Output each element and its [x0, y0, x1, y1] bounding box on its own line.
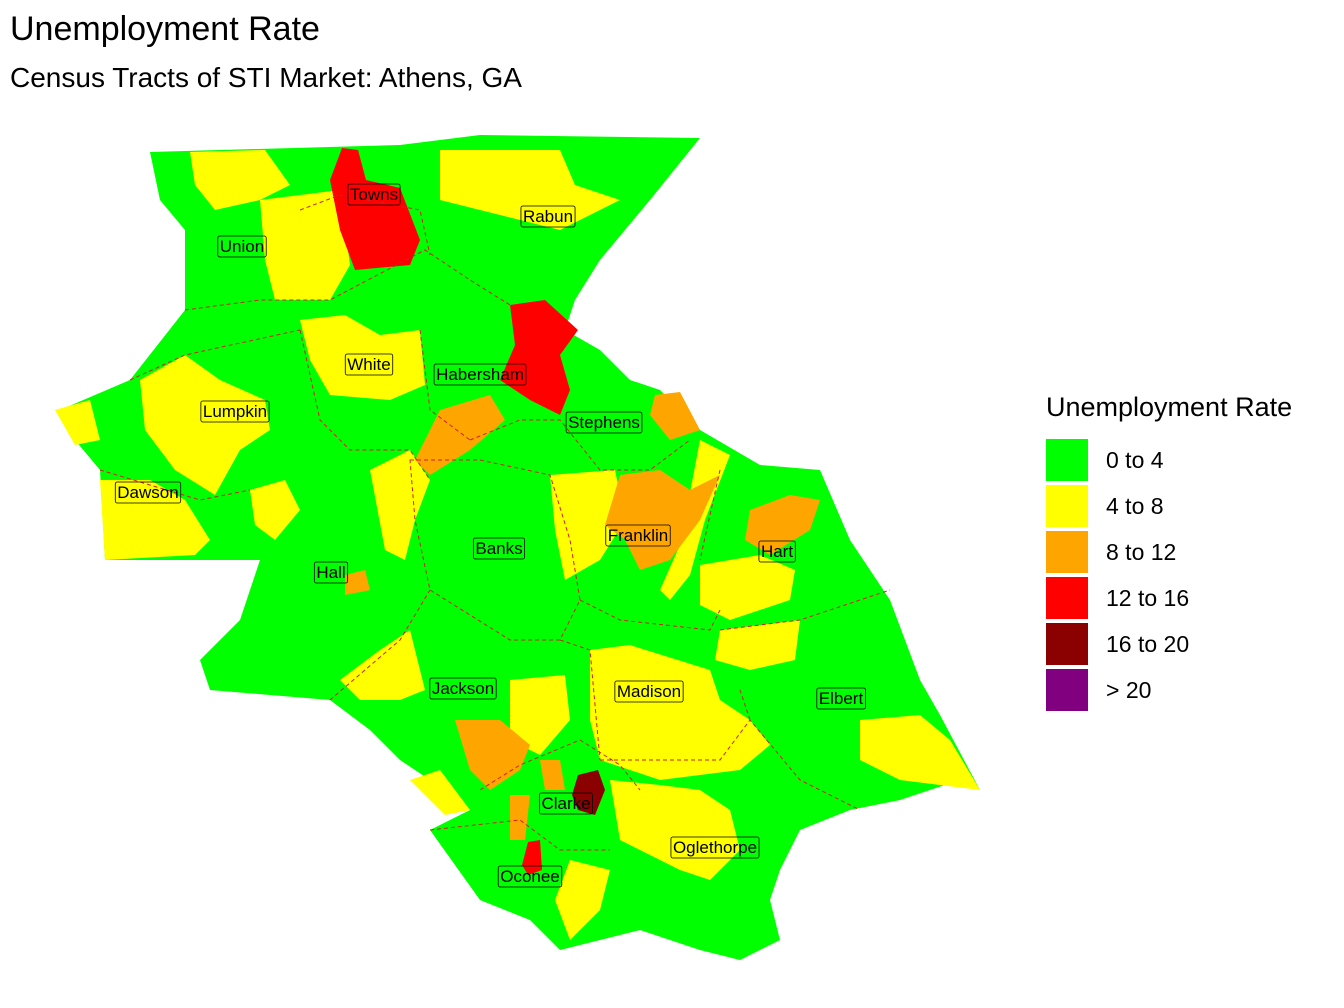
legend-label: > 20	[1106, 676, 1152, 703]
county-label: Madison	[614, 680, 684, 703]
county-label-text: Towns	[350, 185, 398, 204]
county-label-box	[344, 353, 394, 376]
legend-swatch	[1046, 439, 1088, 481]
county-label-text: Clarke	[541, 794, 590, 813]
legend-title: Unemployment Rate	[1046, 392, 1293, 422]
county-label-box	[347, 183, 401, 206]
county-label-text: Hall	[316, 563, 345, 582]
county-label: Elbert	[816, 687, 866, 710]
county-label-box	[429, 677, 497, 700]
tracts-16-to-20	[572, 770, 605, 815]
legend-item: 16 to 20	[1046, 621, 1292, 667]
county-label: Lumpkin	[200, 400, 270, 423]
legend-item: 0 to 4	[1046, 437, 1292, 483]
legend-swatch	[1046, 577, 1088, 619]
legend-label: 8 to 12	[1106, 538, 1177, 565]
county-label-text: Stephens	[568, 413, 640, 432]
map-title: Unemployment Rate	[10, 10, 320, 48]
county-label: Dawson	[114, 481, 182, 504]
county-label: Oglethorpe	[670, 836, 760, 859]
county-label-text: Habersham	[436, 365, 524, 384]
county-label-box	[614, 680, 684, 703]
county-label: Union	[217, 235, 267, 258]
county-label-box	[758, 540, 796, 563]
legend-swatch	[1046, 485, 1088, 527]
tracts-4-to-8	[55, 150, 980, 940]
county-label-text: Oglethorpe	[673, 838, 757, 857]
county-label: Stephens	[565, 411, 643, 434]
legend-swatch	[1046, 531, 1088, 573]
county-label-box	[520, 205, 576, 228]
county-label-text: Rabun	[523, 207, 573, 226]
legend-swatch	[1046, 623, 1088, 665]
county-label-box	[313, 561, 349, 584]
county-label-box	[816, 687, 866, 710]
county-label-box	[200, 400, 270, 423]
legend-swatch	[1046, 669, 1088, 711]
county-label-box	[433, 363, 527, 386]
county-label-box	[217, 235, 267, 258]
county-label-box	[605, 524, 671, 547]
legend-item: 4 to 8	[1046, 483, 1292, 529]
county-label-text: Madison	[617, 682, 681, 701]
county-label: Towns	[347, 183, 401, 206]
county-label-box	[497, 865, 563, 888]
legend-item: 8 to 12	[1046, 529, 1292, 575]
county-label: Oconee	[497, 865, 563, 888]
legend-items: 0 to 4 4 to 8 8 to 12 12 to 16 16 to 20 > 20	[1046, 437, 1292, 713]
county-label-box	[565, 411, 643, 434]
county-label-text: Lumpkin	[203, 402, 267, 421]
county-label-text: Oconee	[500, 867, 560, 886]
legend-label: 16 to 20	[1106, 630, 1190, 657]
county-boundaries	[99, 194, 891, 851]
legend-label: 0 to 4	[1106, 446, 1164, 473]
legend-label: 12 to 16	[1106, 584, 1190, 611]
legend-label: 4 to 8	[1106, 492, 1164, 519]
county-label-box	[472, 537, 526, 560]
tracts-12-to-16	[330, 148, 578, 875]
county-label: Franklin	[605, 524, 671, 547]
county-label-text: Banks	[475, 539, 522, 558]
county-label: Clarke	[539, 792, 593, 815]
county-label: Rabun	[520, 205, 576, 228]
county-label: Hart	[758, 540, 796, 563]
county-label-box	[539, 792, 593, 815]
county-label-text: Elbert	[819, 689, 864, 708]
county-label-box	[114, 481, 182, 504]
county-label: Banks	[472, 537, 526, 560]
county-label-text: Union	[220, 237, 264, 256]
county-label: White	[344, 353, 394, 376]
county-label-text: Franklin	[608, 526, 668, 545]
county-label: Jackson	[429, 677, 497, 700]
county-label: Hall	[313, 561, 349, 584]
county-label-text: Hart	[761, 542, 793, 561]
county-label-box	[670, 836, 760, 859]
county-label-text: White	[347, 355, 390, 374]
county-label-text: Dawson	[117, 483, 178, 502]
county-labels: Towns Rabun Union White Habersham Lumpkin Step…	[114, 183, 866, 888]
legend-item: > 20	[1046, 667, 1292, 713]
tracts-8-to-12	[345, 392, 820, 840]
legend-item: 12 to 16	[1046, 575, 1292, 621]
county-label-text: Jackson	[432, 679, 494, 698]
county-label: Habersham	[433, 363, 527, 386]
legend: Unemployment Rate 0 to 4 4 to 8 8 to 12 12 …	[1046, 392, 1292, 713]
map-subtitle: Census Tracts of STI Market: Athens, GA	[10, 62, 522, 93]
